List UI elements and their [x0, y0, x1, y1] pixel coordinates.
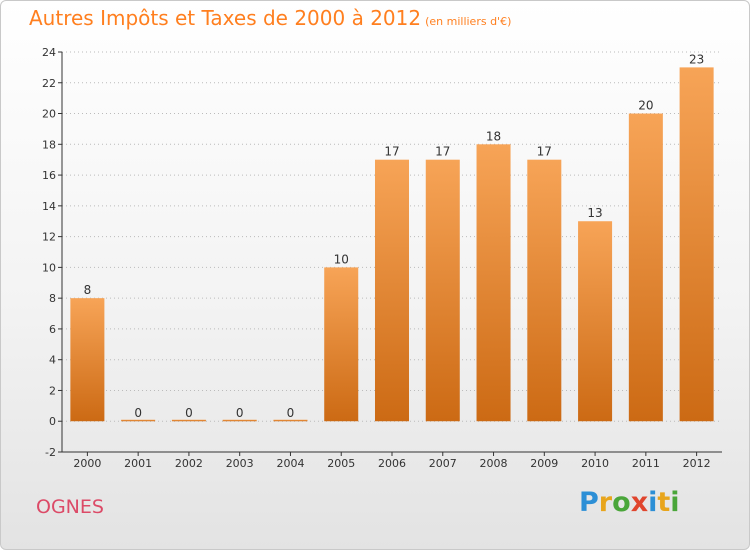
x-tick-label: 2007: [429, 457, 457, 470]
data-label: 17: [537, 145, 552, 159]
x-tick-label: 2005: [327, 457, 355, 470]
data-label: 0: [134, 406, 142, 420]
bar: [374, 159, 410, 422]
x-tick-label: 2004: [276, 457, 304, 470]
bar: [273, 419, 308, 422]
y-tick-label: -2: [45, 446, 56, 459]
commune-name: OGNES: [36, 496, 104, 518]
x-tick-label: 2009: [530, 457, 558, 470]
chart-subtitle: (en milliers d'€): [425, 15, 512, 28]
bar: [121, 419, 156, 422]
x-tick-labels: 2000 2001 2002 2003 2004 2005 2006 2007 2008 2009…: [73, 457, 710, 470]
bar: [324, 267, 359, 422]
y-tick-label: 4: [49, 354, 56, 367]
x-tick-label: 2008: [480, 457, 508, 470]
y-tick-label: 8: [49, 292, 56, 305]
y-tick-label: 6: [49, 323, 56, 336]
x-tick-label: 2010: [581, 457, 609, 470]
y-tick-label: 2: [49, 384, 56, 397]
bar: [476, 144, 511, 422]
data-label: 18: [486, 129, 501, 143]
x-tick-label: 2001: [124, 457, 152, 470]
axes: [58, 51, 722, 456]
bar: [578, 221, 613, 422]
data-label: 23: [689, 52, 704, 66]
data-label: 13: [587, 206, 602, 220]
logo-letter: i: [648, 487, 658, 518]
data-label: 0: [236, 406, 244, 420]
logo-letter: x: [630, 487, 649, 518]
data-label: 17: [384, 145, 399, 159]
data-label: 0: [287, 406, 295, 420]
x-tick-label: 2012: [683, 457, 711, 470]
x-tick-label: 2002: [175, 457, 203, 470]
x-tick-label: 2003: [226, 457, 254, 470]
logo-letter: o: [612, 487, 631, 518]
data-labels: 8 0 0 0 0 10 17 17 18 17 13 20 23: [84, 52, 705, 420]
y-tick-label: 0: [49, 415, 56, 428]
data-label: 10: [334, 252, 349, 266]
logo-letter: P: [579, 487, 599, 518]
bar: [171, 419, 206, 422]
y-tick-label: 16: [42, 169, 56, 182]
chart-title-text: Autres Impôts et Taxes de 2000 à 2012: [29, 6, 422, 30]
bar: [222, 419, 257, 422]
data-label: 8: [84, 283, 92, 297]
logo-letter: t: [657, 487, 671, 518]
data-label: 0: [185, 406, 193, 420]
data-label: 20: [638, 99, 653, 113]
y-tick-label: 14: [42, 200, 56, 213]
x-tick-label: 2000: [73, 457, 101, 470]
logo-letter: i: [670, 487, 680, 518]
bar: [679, 67, 714, 422]
y-tick-label: 10: [42, 261, 56, 274]
bar: [70, 298, 105, 422]
y-tick-label: 18: [42, 138, 56, 151]
bar: [425, 159, 460, 422]
bar: [628, 113, 663, 422]
bars: [70, 67, 714, 422]
data-label: 17: [435, 145, 450, 159]
y-tick-label: 24: [42, 46, 56, 59]
x-tick-label: 2011: [632, 457, 660, 470]
logo-letter: r: [598, 487, 613, 518]
y-tick-label: 12: [42, 231, 56, 244]
bar: [527, 159, 562, 422]
chart-title: Autres Impôts et Taxes de 2000 à 2012 (en…: [29, 6, 511, 30]
x-tick-label: 2006: [378, 457, 406, 470]
y-tick-label: 20: [42, 108, 56, 121]
y-tick-label: 22: [42, 77, 56, 90]
proxiti-logo: Proxiti: [579, 487, 680, 518]
